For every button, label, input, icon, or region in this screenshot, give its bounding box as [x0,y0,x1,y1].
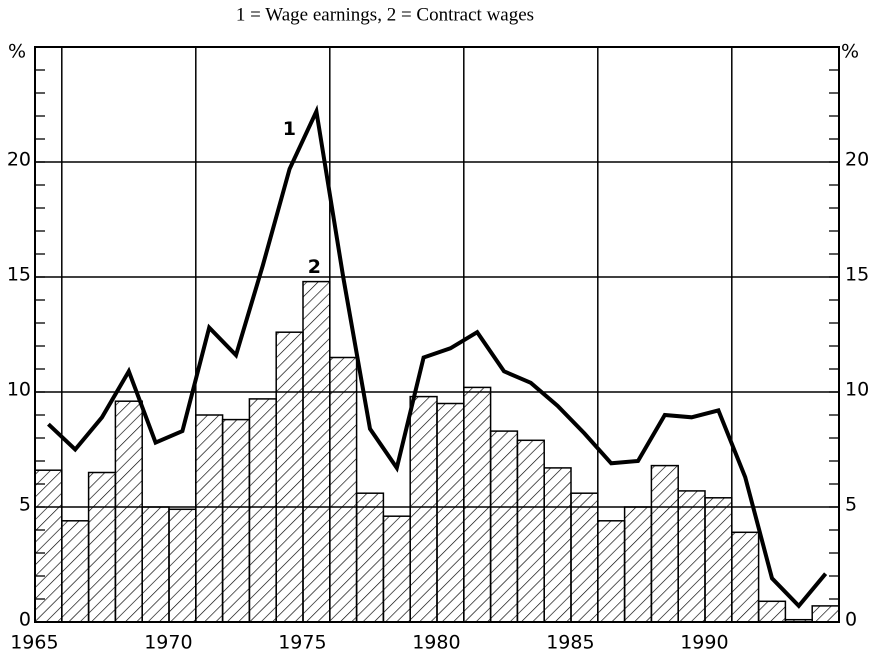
bar [409,395,438,623]
y-tick-label: 0 [19,609,31,631]
line [47,104,828,609]
y-tick-label: 5 [19,494,31,516]
bar [543,467,572,623]
bar [731,531,760,623]
bar [516,439,545,623]
bar [677,490,706,623]
y-tick-label: 15 [7,264,31,286]
bar [141,506,170,623]
bar [489,430,519,623]
y2-tick-label: 20 [845,149,869,171]
y2-tick-label: 10 [845,379,869,401]
bar [302,280,331,623]
bar [329,356,358,623]
series-label: 2 [308,256,321,278]
bar [597,520,626,623]
y-tick-label: 20 [7,149,31,171]
bar [463,386,492,623]
x-tick-label: 1965 [10,632,58,654]
y2-tick-label: 5 [845,494,857,516]
y-tick-label: 10 [7,379,31,401]
x-tick-label: 1985 [546,632,594,654]
bar [704,497,733,623]
y-unit: % [8,41,26,63]
x-tick-label: 1980 [412,632,460,654]
x-tick-label: 1990 [680,632,728,654]
chart-title: 1 = Wage earnings, 2 = Contract wages [236,4,534,25]
bar [87,471,117,623]
bar [114,400,143,623]
bar [382,515,411,623]
y2-unit: % [841,41,859,63]
bar [623,506,653,623]
bar [436,402,465,623]
bar [757,600,787,623]
x-tick-label: 1975 [278,632,326,654]
bar [248,398,277,623]
y2-tick-label: 15 [845,264,869,286]
bar [275,331,304,623]
bar [811,605,840,623]
bar [355,492,385,623]
bar [195,414,224,623]
x-tick-label: 1970 [144,632,192,654]
plot-frame [34,46,840,623]
bar [168,508,197,623]
y2-tick-label: 0 [845,609,857,631]
bar [61,520,90,623]
bar [221,418,251,623]
bar [650,464,679,623]
series-label: 1 [283,118,296,140]
bar [570,492,599,623]
